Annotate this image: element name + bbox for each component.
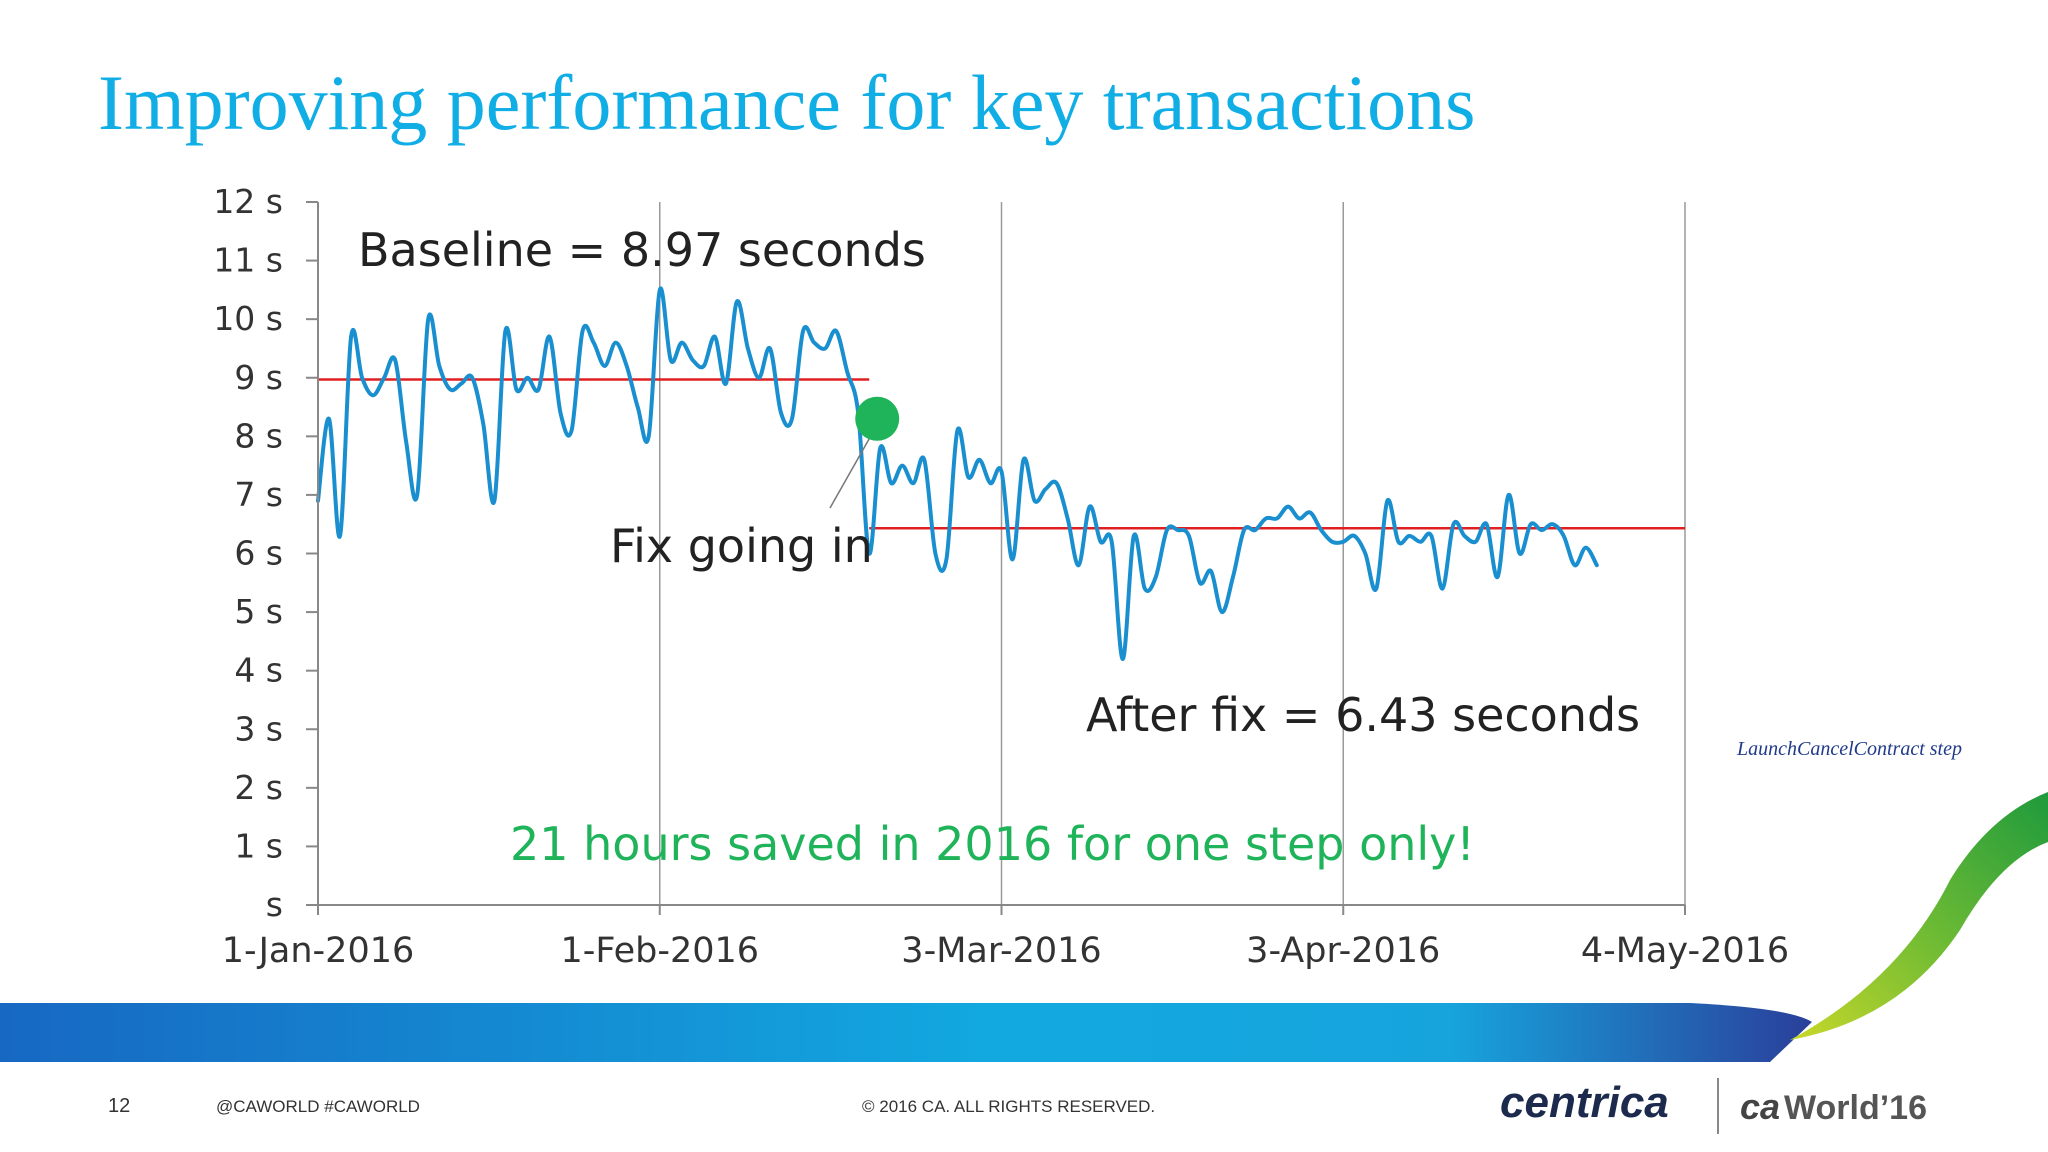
y-tick-label-10: 10 s xyxy=(213,299,283,338)
grid-lines xyxy=(659,202,1686,905)
y-tick-label-6: 6 s xyxy=(234,534,283,573)
y-ticks: s 1 s 2 s 3 s 4 s 5 s 6 s 7 s 8 s 9 s 10 s 11 s 12 s xyxy=(213,182,318,924)
x-tick-label-2: 3-Mar-2016 xyxy=(901,931,1101,971)
baseline-annotation: Baseline = 8.97 seconds xyxy=(358,223,926,277)
y-tick-label-1: 1 s xyxy=(234,826,283,865)
x-tick-label-4: 4-May-2016 xyxy=(1581,931,1789,971)
copyright: © 2016 CA. ALL RIGHTS RESERVED. xyxy=(862,1097,1156,1116)
x-tick-label-0: 1-Jan-2016 xyxy=(222,931,415,971)
logo-separator xyxy=(1717,1078,1719,1134)
ca-world-prefix: ca xyxy=(1740,1086,1781,1127)
x-ticks: 1-Jan-2016 1-Feb-2016 3-Mar-2016 3-Apr-2016… xyxy=(222,905,1789,971)
x-tick-label-1: 1-Feb-2016 xyxy=(560,931,759,971)
series-line-response-time xyxy=(316,286,1599,662)
y-tick-label-9: 9 s xyxy=(234,358,283,397)
ca-world-logo: ca World’16 xyxy=(1740,1086,1927,1128)
fix-callout-line xyxy=(829,438,870,509)
after-fix-annotation: After fix = 6.43 seconds xyxy=(1086,688,1640,742)
step-note: LaunchCancelContract step xyxy=(1737,738,1962,760)
fix-annotation: Fix going in xyxy=(610,519,873,573)
footer-band xyxy=(0,1003,1812,1062)
social-handles: @CAWORLD #CAWORLD xyxy=(216,1097,420,1116)
y-tick-label-8: 8 s xyxy=(234,416,283,455)
y-tick-label-12: 12 s xyxy=(213,182,283,221)
slide-title: Improving performance for key transactio… xyxy=(98,59,1476,146)
y-tick-label-0: s xyxy=(266,885,283,924)
y-tick-label-4: 4 s xyxy=(234,651,283,690)
y-tick-label-3: 3 s xyxy=(234,709,283,748)
ca-world-suffix: World’16 xyxy=(1784,1089,1928,1127)
y-tick-label-5: 5 s xyxy=(234,592,283,631)
swoosh-decoration xyxy=(1790,792,2048,1040)
x-tick-label-3: 3-Apr-2016 xyxy=(1246,931,1440,971)
savings-annotation: 21 hours saved in 2016 for one step only… xyxy=(510,817,1475,871)
y-tick-label-2: 2 s xyxy=(234,768,283,807)
fix-marker xyxy=(855,396,900,441)
centrica-logo: centrica xyxy=(1500,1078,1669,1127)
y-tick-label-7: 7 s xyxy=(234,475,283,514)
y-tick-label-11: 11 s xyxy=(213,241,283,280)
page-number: 12 xyxy=(108,1095,131,1117)
